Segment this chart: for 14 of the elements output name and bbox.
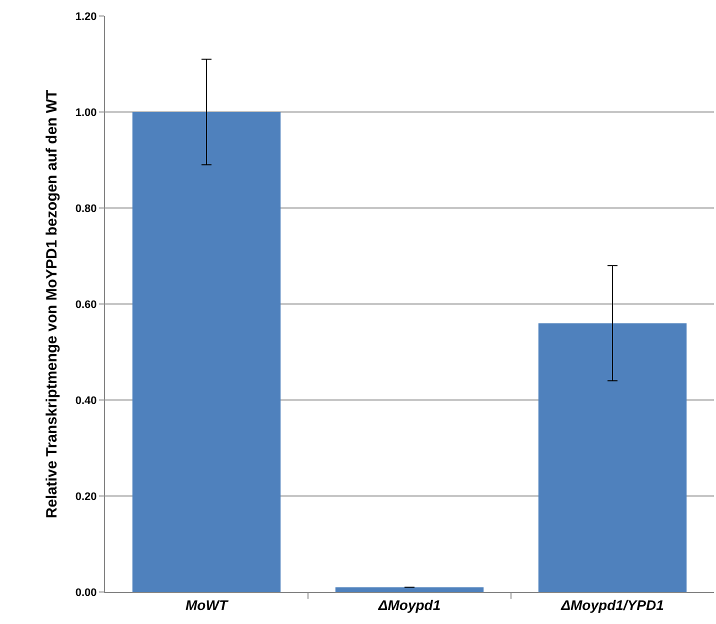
bar [335,587,484,592]
y-tick-label: 0.40 [75,394,97,407]
y-tick-label: 0.60 [75,298,97,311]
y-tick-label: 1.00 [75,106,97,119]
bar [132,112,281,592]
x-tick-label: ΔMoypd1/YPD1 [560,596,664,613]
x-tick-label: ΔMoypd1 [377,596,441,613]
bar [538,323,687,592]
y-tick-label: 0.00 [75,586,97,599]
y-tick-label: 1.20 [75,10,97,23]
y-axis-title: Relative Transkriptmenge von MoYPD1 bezogen auf den WT [44,90,61,518]
y-tick-label: 0.20 [75,490,97,503]
y-tick-label: 0.80 [75,202,97,215]
x-tick-label: MoWT [186,596,229,613]
